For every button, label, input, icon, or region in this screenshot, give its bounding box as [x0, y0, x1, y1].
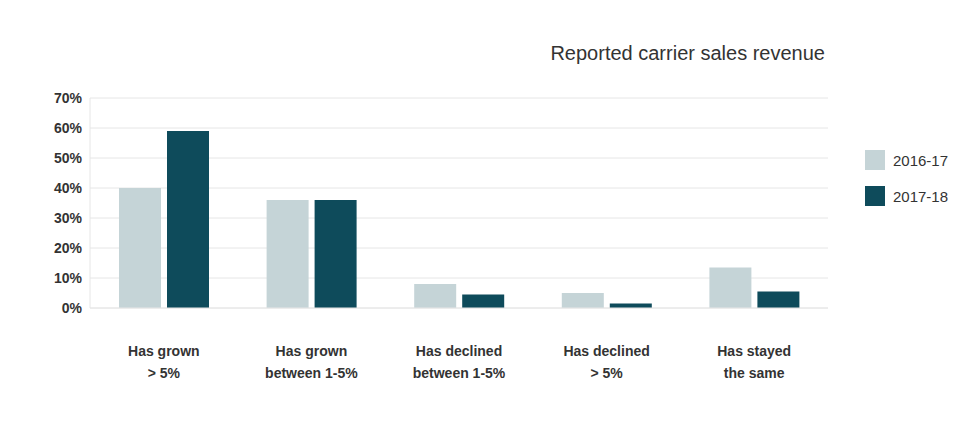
- svg-text:between 1-5%: between 1-5%: [413, 365, 506, 381]
- svg-text:50%: 50%: [54, 150, 83, 166]
- svg-text:20%: 20%: [54, 240, 83, 256]
- html-text:Reported carrier sales revenue: Reported carrier sales revenue: [550, 42, 825, 64]
- svg-text:Has stayed: Has stayed: [717, 343, 791, 359]
- svg-text:> 5%: > 5%: [148, 365, 181, 381]
- svg-text:10%: 10%: [54, 270, 83, 286]
- svg-text:60%: 60%: [54, 120, 83, 136]
- svg-text:40%: 40%: [54, 180, 83, 196]
- svg-text:Has declined: Has declined: [563, 343, 649, 359]
- html-text:2017-18: 2017-18: [893, 187, 949, 205]
- svg-text:Has declined: Has declined: [416, 343, 502, 359]
- svg-text:Has grown: Has grown: [128, 343, 200, 359]
- svg-text:between 1-5%: between 1-5%: [265, 365, 358, 381]
- svg-text:the same: the same: [724, 365, 785, 381]
- svg-text:30%: 30%: [54, 210, 83, 226]
- svg-text:> 5%: > 5%: [590, 365, 623, 381]
- svg-text:0%: 0%: [62, 300, 83, 316]
- svg-text:Has grown: Has grown: [276, 343, 348, 359]
- svg-text:70%: 70%: [54, 90, 83, 106]
- html-text:2016-17: 2016-17: [893, 151, 949, 169]
